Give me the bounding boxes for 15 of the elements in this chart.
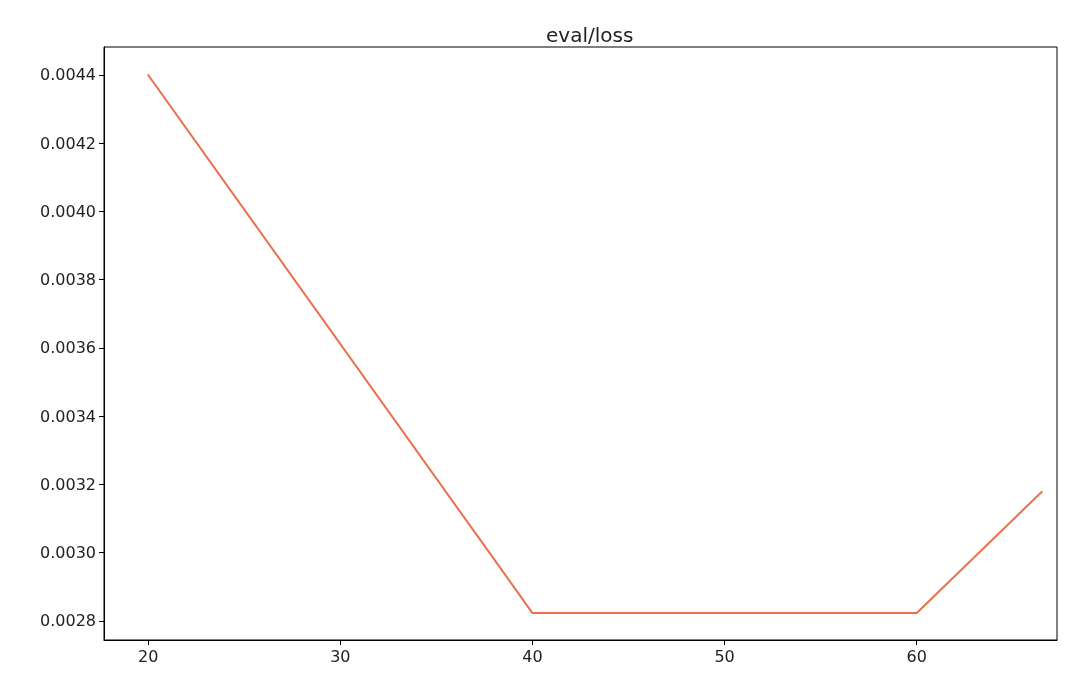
y-tick-label: 0.0040 bbox=[40, 201, 96, 221]
x-tick-label: 30 bbox=[330, 646, 351, 666]
x-tick-label: 40 bbox=[522, 646, 543, 666]
y-tick-label: 0.0028 bbox=[40, 611, 96, 631]
y-tick-label: 0.0036 bbox=[40, 338, 96, 358]
x-tick-label: 50 bbox=[714, 646, 735, 666]
y-tick-label: 0.0032 bbox=[40, 474, 96, 494]
chart-title: eval/loss bbox=[546, 23, 634, 47]
x-tick-label: 60 bbox=[906, 646, 927, 666]
y-tick-label: 0.0030 bbox=[40, 543, 96, 563]
y-tick-label: 0.0034 bbox=[40, 406, 96, 426]
y-tick-label: 0.0042 bbox=[40, 133, 96, 153]
x-tick-label: 20 bbox=[138, 646, 159, 666]
y-tick-label: 0.0038 bbox=[40, 270, 96, 290]
y-tick-label: 0.0044 bbox=[40, 65, 96, 85]
